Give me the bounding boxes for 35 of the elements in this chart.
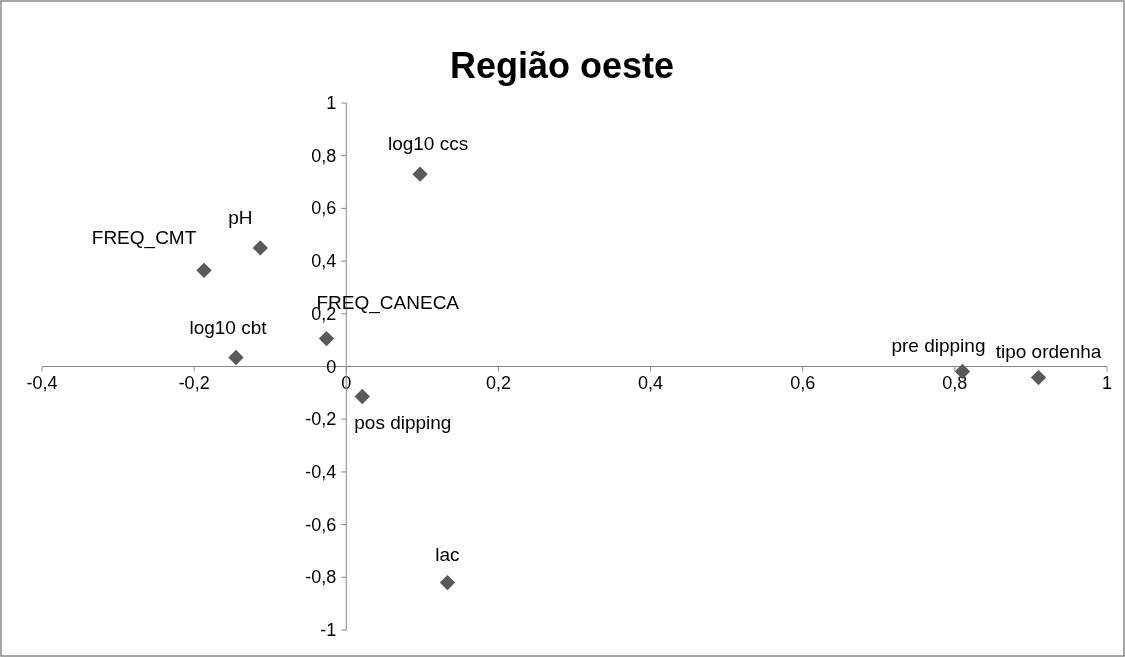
annotation: pos dipping	[354, 411, 452, 433]
y-tick-label: 0	[326, 356, 337, 377]
annotation: lac	[435, 543, 460, 565]
point	[228, 349, 244, 366]
point	[354, 388, 370, 405]
y-tick-label: 1	[326, 93, 337, 113]
annotation: pre dipping	[891, 334, 986, 356]
point	[439, 574, 456, 591]
y-tick-label: -0,4	[305, 461, 337, 482]
point	[1030, 369, 1047, 386]
y-tick-label: 0,4	[311, 251, 337, 272]
chart-title: Região oeste	[449, 45, 675, 86]
y-tick-label: -0,2	[305, 409, 337, 430]
annotation: pH	[228, 206, 253, 228]
y-tick-label: -1	[320, 620, 337, 640]
y-tick-label: 0,6	[311, 198, 337, 219]
x-tick-label: 0,2	[485, 372, 511, 393]
point	[252, 240, 268, 256]
y-tick-label: 0,8	[311, 145, 337, 166]
annotation: log10 cbt	[189, 316, 268, 338]
x-tick-label: 0,6	[790, 372, 816, 393]
x-tick-label: 1	[1101, 372, 1113, 393]
y-tick-label: -0,8	[305, 567, 337, 588]
annotation: FREQ_CMT	[91, 227, 197, 250]
x-tick-label: 0,8	[942, 372, 968, 393]
point	[318, 330, 335, 347]
x-tick-label: -0,4	[26, 372, 58, 393]
annotation: tipo ordenha	[995, 340, 1102, 362]
point	[412, 166, 428, 182]
point	[196, 262, 212, 278]
y-tick-label: -0,6	[305, 514, 337, 535]
x-tick-label: 0,4	[638, 372, 664, 393]
annotation: log10 ccs	[387, 133, 469, 155]
x-tick-label: 0	[341, 372, 352, 393]
x-tick-label: -0,2	[178, 372, 210, 393]
